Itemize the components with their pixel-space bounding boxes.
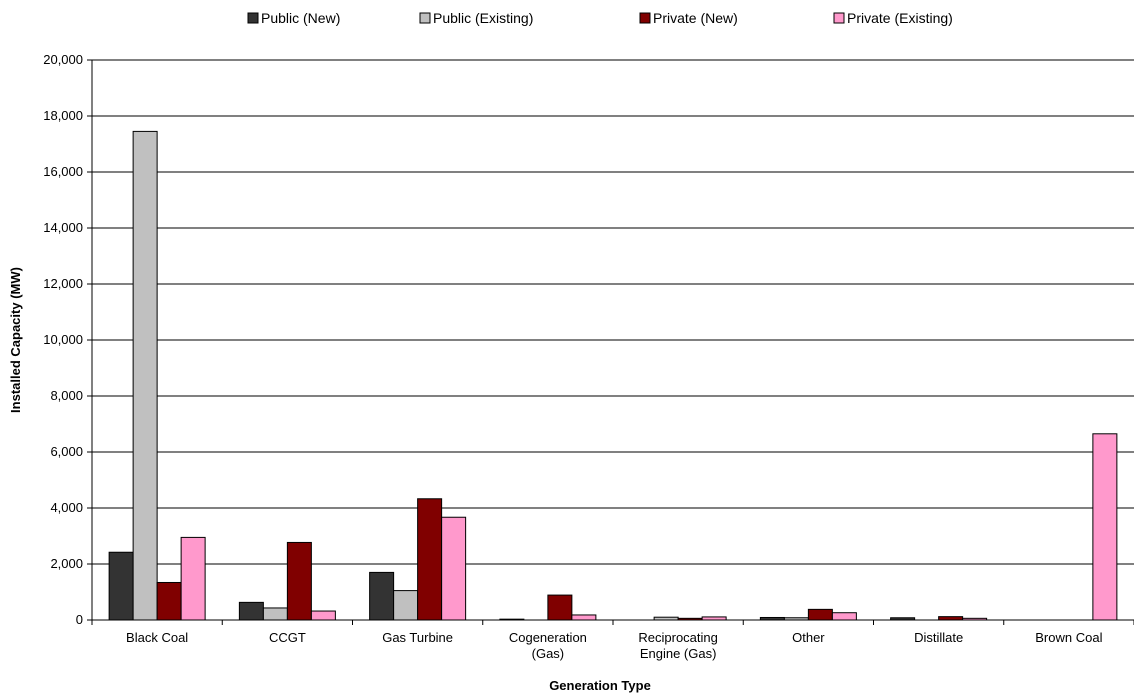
x-tick-label: CCGT <box>269 630 306 645</box>
y-tick-label: 10,000 <box>43 332 83 347</box>
bar <box>180 536 206 621</box>
bar <box>286 541 312 621</box>
bar <box>571 614 597 621</box>
y-tick-label: 6,000 <box>50 444 83 459</box>
x-tick-label: Distillate <box>914 630 963 645</box>
x-tick-label: Gas Turbine <box>382 630 453 645</box>
bar <box>393 590 419 621</box>
legend-label: Public (Existing) <box>433 10 533 26</box>
bar <box>417 498 443 621</box>
bar <box>831 612 857 621</box>
y-tick-label: 2,000 <box>50 556 83 571</box>
legend-label: Private (Existing) <box>847 10 953 26</box>
gridlines <box>87 59 1134 621</box>
y-tick-label: 16,000 <box>43 164 83 179</box>
bar <box>369 571 395 621</box>
y-tick-label: 8,000 <box>50 388 83 403</box>
y-tick-label: 12,000 <box>43 276 83 291</box>
y-tick-label: 0 <box>76 612 83 627</box>
x-axis-title: Generation Type <box>549 678 651 693</box>
legend-swatch <box>419 12 431 24</box>
y-tick-label: 18,000 <box>43 108 83 123</box>
bar <box>262 607 288 621</box>
x-tick-label: Black Coal <box>126 630 188 645</box>
x-tick-label: Other <box>792 630 825 645</box>
bar <box>441 516 467 621</box>
x-tick-labels: Black Coal CCGT Gas Turbine Cogeneration (Ga… <box>126 630 1103 661</box>
y-tick-labels: 0 2,000 4,000 6,000 8,000 10,000 12,000 14,000 1… <box>43 52 83 627</box>
bar <box>108 551 134 621</box>
bar <box>807 608 833 621</box>
x-tick-label: Reciprocating Engine (Gas) <box>638 630 718 661</box>
legend-swatch <box>833 12 845 24</box>
bar <box>238 601 264 621</box>
legend: Public (New) Public (Existing) Private (Ne… <box>247 10 953 26</box>
bars <box>108 130 1118 621</box>
bar <box>1092 433 1118 621</box>
bar <box>132 130 158 621</box>
x-tick-label: Cogeneration (Gas) <box>509 630 587 661</box>
bar <box>310 610 336 621</box>
legend-label: Private (New) <box>653 10 738 26</box>
bar <box>938 616 964 621</box>
x-tick-label: Brown Coal <box>1035 630 1102 645</box>
y-axis-title: Installed Capacity (MW) <box>8 267 23 413</box>
legend-swatch <box>247 12 259 24</box>
y-tick-label: 4,000 <box>50 500 83 515</box>
bar <box>547 594 573 621</box>
y-tick-label: 20,000 <box>43 52 83 67</box>
legend-label: Public (New) <box>261 10 340 26</box>
legend-swatch <box>639 12 651 24</box>
axes <box>91 60 1134 625</box>
y-tick-label: 14,000 <box>43 220 83 235</box>
bar <box>156 581 182 621</box>
